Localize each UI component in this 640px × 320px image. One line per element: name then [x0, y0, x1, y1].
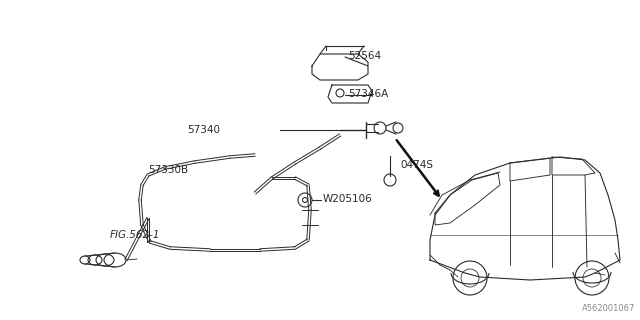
Text: 52564: 52564 — [348, 51, 381, 61]
Text: 57346A: 57346A — [348, 89, 388, 99]
Text: 0474S: 0474S — [400, 160, 433, 170]
Text: 57340: 57340 — [187, 125, 220, 135]
Text: 57330B: 57330B — [148, 165, 188, 175]
Text: W205106: W205106 — [323, 194, 372, 204]
Text: FIG.562-1: FIG.562-1 — [110, 230, 161, 240]
Text: A562001067: A562001067 — [582, 304, 635, 313]
